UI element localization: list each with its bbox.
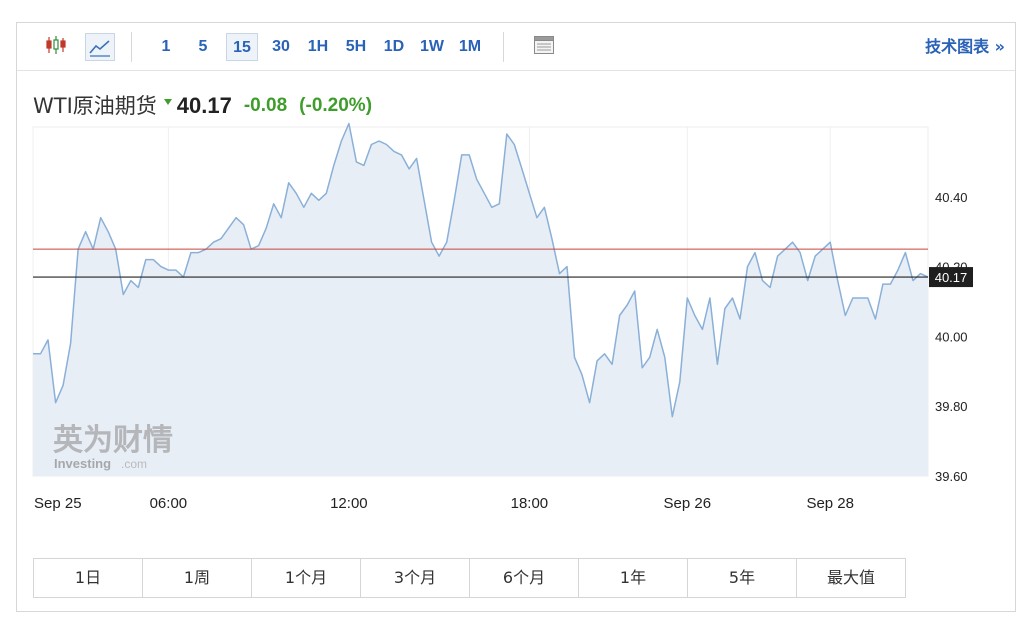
- interval-1[interactable]: 1: [161, 38, 171, 55]
- interval-5h[interactable]: 5H: [345, 38, 367, 55]
- last-price: 40.17: [176, 93, 232, 118]
- x-tick-label: Sep 25: [34, 495, 82, 512]
- chart-toolbar: 1 5 15 30 1H 5H 1D 1W 1M 技术图表 »: [17, 23, 1015, 71]
- price-change-percent: (-0.20%): [299, 95, 373, 116]
- price-line: [33, 122, 929, 418]
- period-max[interactable]: 最大值: [826, 568, 875, 587]
- period-5y[interactable]: 5年: [688, 559, 797, 597]
- period-1m[interactable]: 1个月: [252, 559, 361, 597]
- period-selector: 1日 1周 1个月 3个月 6个月 1年 5年 最大值: [33, 558, 906, 598]
- table-view-icon[interactable]: [529, 33, 559, 61]
- current-price-tag: [929, 267, 973, 288]
- current-price-tag-label: 40.17: [935, 270, 968, 285]
- technical-chart-link[interactable]: 技术图表 »: [925, 37, 1005, 56]
- period-1y[interactable]: 1年: [579, 559, 688, 597]
- period-6m[interactable]: 6个月: [470, 559, 579, 597]
- interval-15[interactable]: 15: [226, 33, 258, 61]
- y-tick-label: 39.60: [935, 469, 968, 484]
- period-1d[interactable]: 1日: [34, 559, 143, 597]
- candlestick-icon[interactable]: [41, 33, 71, 61]
- period-1w[interactable]: 1周: [143, 559, 252, 597]
- watermark-logo-cn: 英为财情: [53, 423, 173, 458]
- period-3m[interactable]: 3个月: [361, 559, 470, 597]
- watermark-logo-en: Investing: [54, 456, 111, 471]
- interval-1h[interactable]: 1H: [307, 38, 329, 55]
- x-tick-label: Sep 26: [664, 495, 712, 512]
- price-area: [33, 123, 928, 476]
- down-arrow-icon: [163, 91, 173, 121]
- x-tick-label: 06:00: [150, 495, 188, 512]
- toolbar-divider: [131, 32, 132, 62]
- price-change: -0.08: [243, 95, 288, 116]
- line-chart-icon[interactable]: [85, 33, 115, 61]
- y-tick-label: 39.80: [935, 399, 968, 414]
- toolbar-divider: [503, 32, 504, 62]
- interval-30[interactable]: 30: [272, 38, 290, 55]
- interval-1w[interactable]: 1W: [420, 38, 444, 55]
- quote-header: WTI原油期货 40.17 -0.08 (-0.20%): [33, 91, 372, 121]
- y-tick-label: 40.00: [935, 329, 968, 344]
- x-tick-label: 18:00: [511, 495, 549, 512]
- x-tick-label: Sep 28: [806, 495, 854, 512]
- x-tick-label: 12:00: [330, 495, 368, 512]
- interval-5[interactable]: 5: [198, 38, 208, 55]
- interval-1d[interactable]: 1D: [383, 38, 405, 55]
- instrument-name: WTI原油期货: [33, 94, 157, 118]
- y-tick-label: 40.40: [935, 190, 968, 205]
- interval-1m[interactable]: 1M: [458, 38, 482, 55]
- watermark-logo-suffix: .com: [121, 457, 147, 471]
